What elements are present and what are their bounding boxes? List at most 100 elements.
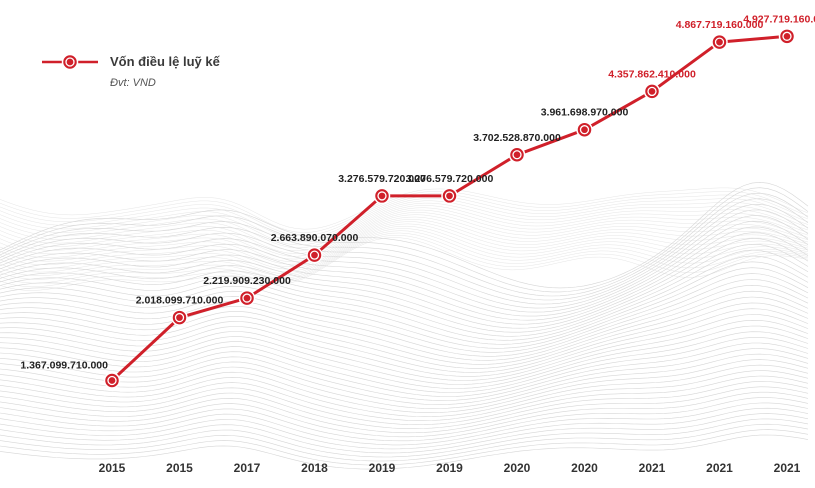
background-wave-line — [0, 181, 809, 289]
background-wave-line — [0, 187, 809, 293]
background-wave-line — [0, 261, 809, 345]
data-label: 2.018.099.710.000 — [136, 295, 224, 307]
background-wave-line — [0, 212, 809, 260]
data-label: 1.367.099.710.000 — [20, 360, 108, 372]
background-wave-line — [0, 225, 809, 275]
background-wave-line — [0, 364, 809, 418]
background-wave-line — [0, 284, 809, 361]
background-wave-line — [0, 214, 809, 262]
background-wave-line — [0, 319, 809, 385]
background-wave-line — [0, 375, 809, 426]
background-wave-line — [0, 243, 809, 333]
x-tick-label: 2020 — [571, 461, 598, 475]
data-point-inner — [444, 191, 455, 201]
background-wave-line — [0, 249, 809, 337]
background-wave-line — [0, 429, 809, 466]
data-point-inner — [647, 86, 657, 97]
data-point-inner — [579, 125, 590, 135]
background-wave-line — [0, 407, 809, 450]
background-wave-line — [0, 209, 809, 309]
data-label: 3.702.528.870.000 — [473, 132, 561, 144]
background-wave-line — [0, 302, 809, 373]
background-wave-line — [0, 220, 809, 317]
background-wave-line — [0, 325, 809, 389]
data-point-inner — [782, 31, 792, 41]
background-wave-line — [0, 198, 809, 301]
data-label: 3.961.698.970.000 — [541, 107, 629, 119]
background-wave-line — [0, 397, 809, 442]
data-point-inner — [107, 375, 117, 386]
background-wave-line — [0, 402, 809, 446]
background-wave-line — [0, 203, 809, 305]
background-wave-line — [0, 237, 809, 291]
background-wave-line — [0, 273, 809, 353]
background-wave-lines — [0, 181, 809, 470]
legend: Vốn điều lệ luỹ kế Đvt: VND — [42, 53, 221, 89]
data-label: 4.867.719.160.000 — [676, 19, 764, 31]
background-wave-line — [0, 219, 809, 268]
x-tick-label: 2019 — [436, 461, 463, 475]
background-wave-line — [0, 195, 809, 240]
background-wave-line — [0, 207, 809, 254]
data-label: 2.663.890.070.000 — [271, 232, 359, 244]
background-wave-line — [0, 205, 809, 252]
background-wave-line — [0, 232, 809, 284]
background-wave-line — [0, 232, 809, 325]
x-tick-label: 2019 — [369, 461, 396, 475]
data-point-inner — [174, 312, 185, 323]
background-wave-line — [0, 381, 809, 429]
data-labels: 1.367.099.710.000 2.018.099.710.000 2.219.… — [20, 13, 815, 371]
x-tick-label: 2015 — [99, 461, 126, 475]
background-wave-line — [0, 296, 809, 369]
background-wave-line — [0, 337, 809, 397]
data-label: 2.219.909.230.000 — [203, 275, 291, 287]
background-wave-line — [0, 267, 809, 349]
background-wave-line — [0, 187, 809, 230]
background-wave-line — [0, 226, 809, 321]
legend-title: Vốn điều lệ luỹ kế — [110, 54, 221, 69]
background-wave-line — [0, 209, 809, 257]
background-wave-line — [0, 235, 809, 288]
legend-point-inner — [65, 57, 75, 67]
x-tick-label: 2017 — [234, 461, 261, 475]
background-wave-line — [0, 228, 809, 277]
background-wave-line — [0, 391, 809, 438]
background-wave-line — [0, 223, 809, 272]
background-wave-line — [0, 221, 809, 270]
x-axis-tick-labels: 2015 2015 2017 2018 2019 2019 2020 2020 2021 2021… — [99, 461, 801, 475]
background-wave-line — [0, 193, 809, 236]
data-point-inner — [714, 37, 725, 47]
background-wave-line — [0, 202, 809, 249]
background-wave-line — [0, 413, 809, 454]
background-wave-line — [0, 255, 809, 341]
x-tick-label: 2021 — [706, 461, 733, 475]
data-point-inner — [309, 250, 320, 260]
background-wave-line — [0, 353, 809, 409]
background-wave-line — [0, 198, 809, 243]
data-point-inner — [242, 293, 252, 303]
background-wave-line — [0, 290, 809, 365]
background-wave-line — [0, 418, 809, 458]
x-tick-label: 2018 — [301, 461, 328, 475]
x-tick-label: 2015 — [166, 461, 193, 475]
x-tick-label: 2020 — [504, 461, 531, 475]
data-label: 3.276.579.720.000 — [406, 173, 494, 185]
background-wave-line — [0, 423, 809, 462]
x-tick-label: 2021 — [639, 461, 666, 475]
background-wave-line — [0, 200, 809, 246]
data-point-inner — [377, 191, 387, 201]
x-tick-label: 2021 — [774, 461, 801, 475]
data-point-inner — [512, 150, 522, 160]
background-wave-line — [0, 230, 809, 280]
background-wave-line — [0, 370, 809, 422]
background-wave-line — [0, 314, 809, 381]
data-label: 4.357.862.410.000 — [608, 68, 696, 80]
background-wave-line — [0, 331, 809, 393]
legend-unit: Đvt: VND — [110, 77, 156, 89]
data-label: 4.927.719.160.000 — [743, 13, 815, 25]
background-wave-line — [0, 359, 809, 413]
background-wave-line — [0, 386, 809, 434]
background-wave-line — [0, 216, 809, 265]
